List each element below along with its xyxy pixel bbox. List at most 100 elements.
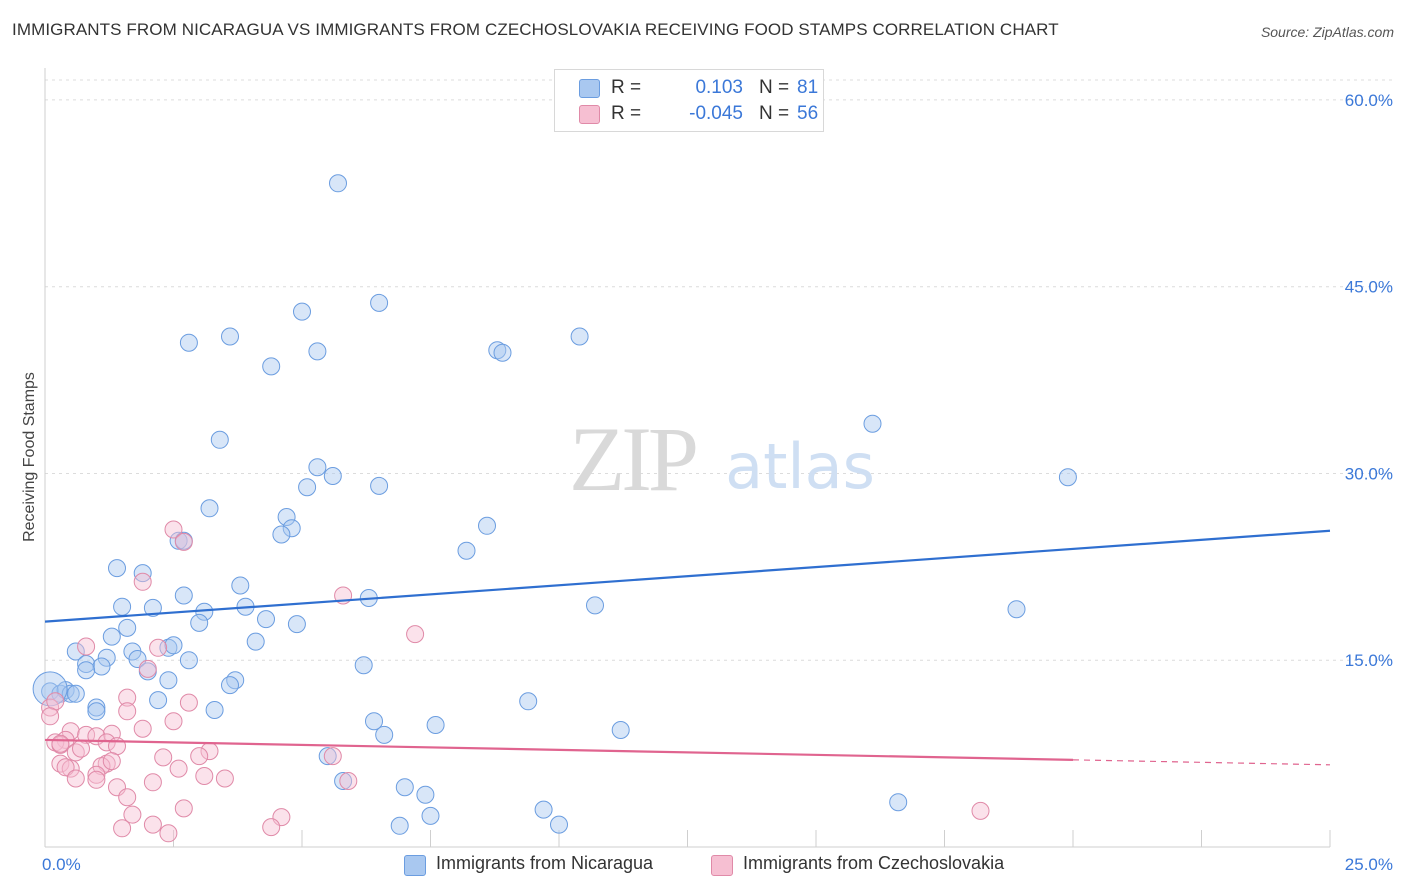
data-point [262,818,281,837]
data-point [92,757,111,776]
data-point [534,800,553,819]
data-point [133,719,152,738]
data-point [51,734,70,753]
data-point [123,805,142,824]
data-point [164,712,183,731]
x-tick-label: 25.0% [1345,855,1393,874]
x-tick-label: 0.0% [42,855,81,874]
data-point [179,693,198,712]
data-point [87,698,106,717]
data-point [262,357,281,376]
data-point [334,772,353,790]
data-point [66,642,85,661]
data-point [32,671,68,707]
data-point [611,721,630,739]
data-point [143,773,162,792]
data-point [323,747,342,766]
data-point [108,559,126,578]
legend-label-czechoslovakia: Immigrants from Czechoslovakia [743,853,1005,873]
legend-swatch-czechoslovakia [579,105,600,124]
stats-legend: R = 0.103 N = 81 R = -0.045 N = 56 [554,69,824,132]
data-point [205,701,224,719]
data-point [113,819,132,838]
data-point [143,815,162,834]
y-axis-label: Receiving Food Stamps [21,372,38,542]
data-point [195,767,214,785]
chart-title: IMMIGRANTS FROM NICARAGUA VS IMMIGRANTS … [12,20,1059,39]
data-point [1007,600,1026,619]
x-tick-labels: 0.0% 25.0% [42,855,1393,874]
data-point [293,302,311,321]
trend-line-extension [1072,759,1331,766]
data-point [586,596,604,615]
data-point [354,656,373,675]
data-point [149,691,168,710]
data-point [149,638,168,657]
data-point [77,637,96,656]
data-point [323,467,342,485]
data-point [164,636,183,655]
data-point [416,785,435,804]
data-point [277,508,296,526]
data-point [179,651,198,670]
data-point [221,676,239,695]
data-point [971,801,990,820]
source-credit: Source: ZipAtlas.com [1260,24,1394,40]
data-point [56,758,75,777]
y-tick-label: 30.0% [1345,464,1393,483]
legend-n-label: N = [759,77,790,98]
trend-line-nicaragua [44,529,1331,623]
data-point [118,788,137,807]
data-point [365,712,383,731]
legend-swatch-czechoslovakia [711,855,733,876]
data-point [370,293,389,312]
data-point [339,772,358,790]
data-point [375,725,394,744]
data-point [179,333,198,352]
legend-n-value: 81 [797,77,819,98]
data-point [159,824,178,843]
legend-n-label: N = [759,103,790,124]
data-point [113,597,132,616]
data-point [370,476,389,495]
data-point [118,618,137,637]
data-point [287,615,306,634]
y-tick-label: 60.0% [1345,91,1393,110]
legend-r-label: R = [611,103,642,124]
data-point [118,702,137,721]
data-point [200,499,219,518]
data-point [308,458,327,477]
legend-n-value: 56 [797,103,819,124]
data-point [390,816,409,835]
data-point [61,684,80,703]
data-point [138,659,157,678]
data-point [169,759,188,778]
data-point [863,414,882,433]
data-point [143,598,162,617]
data-point [493,343,512,362]
data-points [32,174,1077,843]
y-tick-label: 45.0% [1345,278,1393,297]
data-point [66,684,85,703]
data-point [174,799,193,818]
data-point [406,625,425,644]
data-point [118,688,137,707]
data-point [457,541,476,560]
data-point [46,692,65,711]
legend-r-value: -0.045 [689,103,743,124]
data-point [97,754,116,773]
data-point [159,671,178,690]
trend-lines [44,529,1331,766]
data-point [318,747,337,766]
trend-line-czechoslovakia [44,738,1074,761]
watermark-zip: ZIP [569,408,696,510]
data-point [272,525,291,544]
y-tick-labels: 15.0% 30.0% 45.0% 60.0% [1345,91,1393,670]
data-point [329,174,347,193]
watermark-atlas: atlas [725,430,875,503]
data-point [102,627,121,646]
series-legend: Immigrants from Nicaragua Immigrants fro… [0,853,1406,877]
legend-r-label: R = [611,77,642,98]
data-point [87,770,106,789]
